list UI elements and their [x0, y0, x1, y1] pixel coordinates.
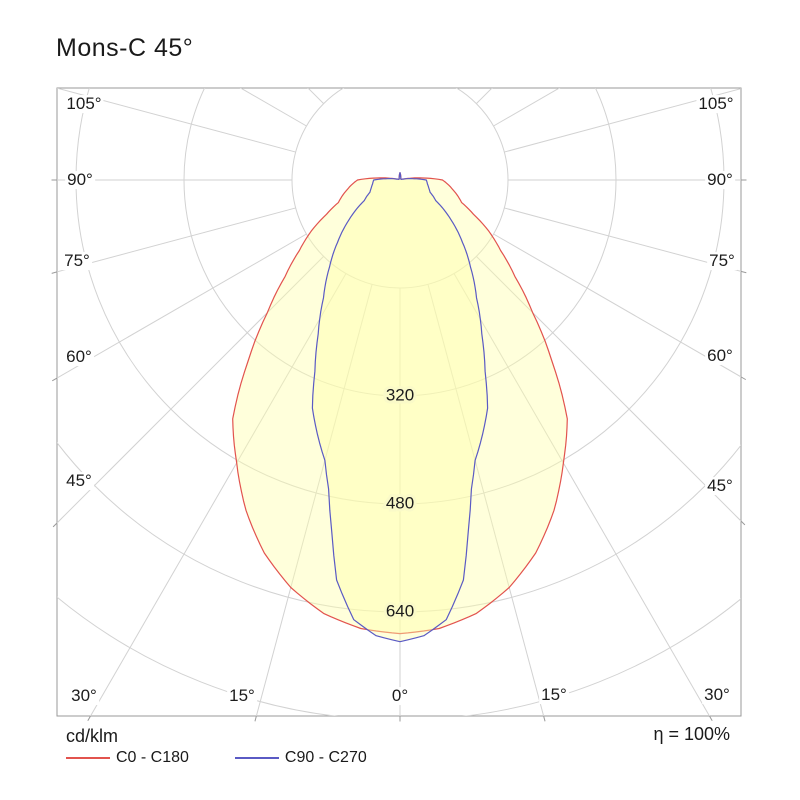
grid-ray-15 [427, 284, 545, 716]
grid-ray-30 [453, 273, 711, 716]
frame-tick [740, 376, 747, 381]
angle-label-0: 0° [389, 686, 411, 706]
legend-line-red [66, 757, 110, 759]
angle-label-l-105: 105° [64, 94, 104, 114]
angle-label-r-60: 60° [705, 346, 735, 366]
grid-ray--15 [255, 284, 373, 716]
frame-tick [709, 715, 713, 722]
frame-tick [52, 522, 58, 528]
ring-label-480: 480 [386, 493, 414, 512]
frame-tick [254, 715, 257, 722]
angle-label-r-30: 30° [702, 685, 732, 705]
angle-label-r-15: 15° [539, 685, 569, 705]
frame-tick [51, 271, 58, 274]
angle-label-l-60: 60° [64, 347, 94, 367]
angle-label-l-30: 30° [69, 686, 99, 706]
angle-label-l-45: 45° [64, 471, 94, 491]
angle-label-l-15: 15° [227, 686, 257, 706]
legend-label-c90-c270: C90 - C270 [284, 749, 367, 766]
legend-line-blue [234, 757, 279, 759]
grid-ray-45 [476, 256, 741, 522]
legend-label-c0-c180: C0 - C180 [116, 749, 189, 766]
grid-ray-60 [493, 233, 741, 378]
frame-tick [51, 377, 58, 382]
frame-tick [87, 715, 91, 722]
curve-c90-c270 [311, 172, 489, 643]
grid-ray--105 [57, 88, 296, 153]
grid-ray--30 [89, 273, 347, 716]
angle-label-l-75: 75° [62, 251, 92, 271]
angle-label-r-45: 45° [705, 476, 735, 496]
frame-tick [740, 270, 747, 274]
legend-entry-c0-c180: C0 - C180 [66, 749, 189, 767]
legend-entry-c90-c270: C90 - C270 [234, 749, 367, 767]
frame-tick [740, 520, 746, 526]
angle-label-r-105: 105° [696, 94, 736, 114]
efficiency-label: η = 100% [653, 724, 730, 744]
unit-label: cd/klm [66, 726, 119, 746]
angle-label-l-90: 90° [65, 170, 95, 190]
grid-ray--75 [57, 207, 296, 273]
page-title: Mons-C 45° [56, 34, 194, 62]
photometric-curves [232, 172, 568, 643]
angle-label-r-90: 90° [705, 170, 735, 190]
legend: C0 - C180 C90 - C270 [66, 749, 413, 767]
ring-label-640: 640 [386, 601, 414, 620]
ring-label-320: 320 [386, 385, 414, 404]
grid-ray-105 [504, 88, 741, 153]
angle-label-r-75: 75° [707, 251, 737, 271]
plot-frame [56, 87, 742, 717]
frame-tick [543, 715, 546, 722]
grid-ray--60 [57, 233, 307, 379]
grid-ray--45 [57, 256, 324, 524]
grid-ray-75 [504, 207, 741, 272]
